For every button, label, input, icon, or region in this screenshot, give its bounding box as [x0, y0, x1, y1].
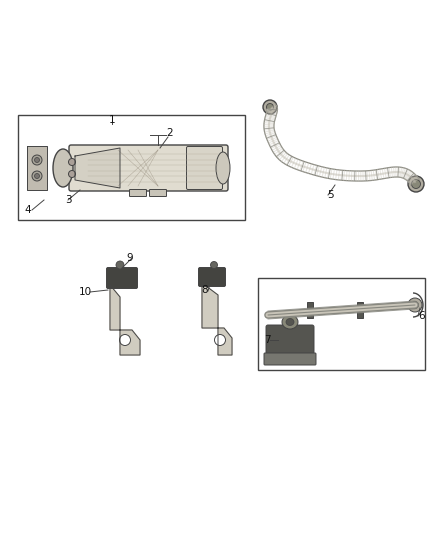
FancyBboxPatch shape [149, 190, 166, 197]
FancyBboxPatch shape [264, 353, 316, 365]
FancyBboxPatch shape [106, 268, 138, 288]
Bar [18, 115, 245, 220]
Ellipse shape [408, 298, 422, 312]
FancyBboxPatch shape [187, 147, 223, 190]
Ellipse shape [408, 176, 424, 192]
Ellipse shape [35, 157, 39, 163]
Ellipse shape [282, 315, 298, 329]
Text: 5: 5 [327, 190, 333, 200]
Text: 3: 3 [65, 195, 71, 205]
Text: 9: 9 [127, 253, 133, 263]
Bar [307, 302, 313, 318]
Polygon shape [110, 285, 140, 355]
Polygon shape [202, 283, 232, 355]
Bar [258, 278, 425, 370]
Text: 2: 2 [167, 128, 173, 138]
FancyBboxPatch shape [130, 190, 146, 197]
Polygon shape [75, 148, 120, 188]
Polygon shape [27, 146, 47, 190]
Ellipse shape [68, 158, 75, 166]
Ellipse shape [215, 335, 226, 345]
Text: 8: 8 [201, 285, 208, 295]
Ellipse shape [116, 261, 124, 269]
Ellipse shape [120, 335, 131, 345]
Ellipse shape [53, 149, 73, 187]
Ellipse shape [411, 302, 418, 309]
Ellipse shape [266, 103, 273, 110]
Ellipse shape [211, 262, 218, 269]
FancyBboxPatch shape [198, 268, 226, 287]
Text: 7: 7 [264, 335, 270, 345]
FancyBboxPatch shape [266, 325, 314, 357]
Text: 6: 6 [419, 311, 425, 321]
Text: 10: 10 [78, 287, 92, 297]
Ellipse shape [216, 152, 230, 184]
Text: 1: 1 [109, 115, 115, 125]
Ellipse shape [32, 155, 42, 165]
Ellipse shape [263, 100, 277, 114]
Ellipse shape [68, 171, 75, 177]
Text: 4: 4 [25, 205, 31, 215]
Ellipse shape [35, 174, 39, 179]
FancyBboxPatch shape [69, 145, 228, 191]
Ellipse shape [32, 171, 42, 181]
Ellipse shape [411, 180, 420, 189]
Ellipse shape [286, 319, 294, 326]
Bar [357, 302, 363, 318]
